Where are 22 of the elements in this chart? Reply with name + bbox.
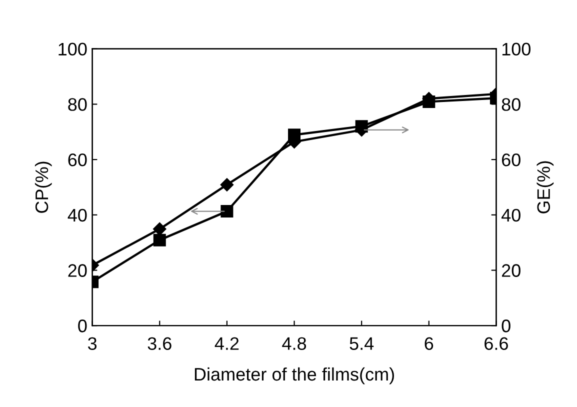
x-tick-label: 6 bbox=[424, 337, 434, 350]
y-axis-title: CP(%) bbox=[34, 162, 52, 213]
y2-tick-label: 100 bbox=[502, 42, 530, 56]
x-tick-label: 4.2 bbox=[214, 337, 239, 350]
x-tick-label: 4.8 bbox=[282, 337, 306, 350]
y-tick-label: 0 bbox=[78, 320, 87, 332]
y2-tick-label: 0 bbox=[502, 320, 510, 332]
y2-tick-label: 20 bbox=[502, 264, 520, 277]
y-tick-label: 60 bbox=[68, 153, 87, 166]
y-tick-label: 80 bbox=[68, 98, 87, 111]
x-axis-title: Diameter of the films(cm) bbox=[194, 367, 394, 384]
y2-tick-label: 80 bbox=[502, 98, 520, 111]
x-tick-label: 3 bbox=[88, 337, 97, 350]
x-tick-label: 5.4 bbox=[350, 337, 374, 350]
x-tick-label: 3.6 bbox=[148, 337, 172, 350]
y2-tick-label: 40 bbox=[501, 208, 520, 222]
y-tick-label: 20 bbox=[68, 264, 87, 277]
y-tick-label: 40 bbox=[68, 208, 87, 222]
y-tick-label: 100 bbox=[58, 42, 87, 56]
y2-tick-label: 60 bbox=[502, 153, 520, 166]
y2-axis-title: GE(%) bbox=[536, 161, 554, 214]
x-tick-label: 6.6 bbox=[484, 337, 508, 350]
